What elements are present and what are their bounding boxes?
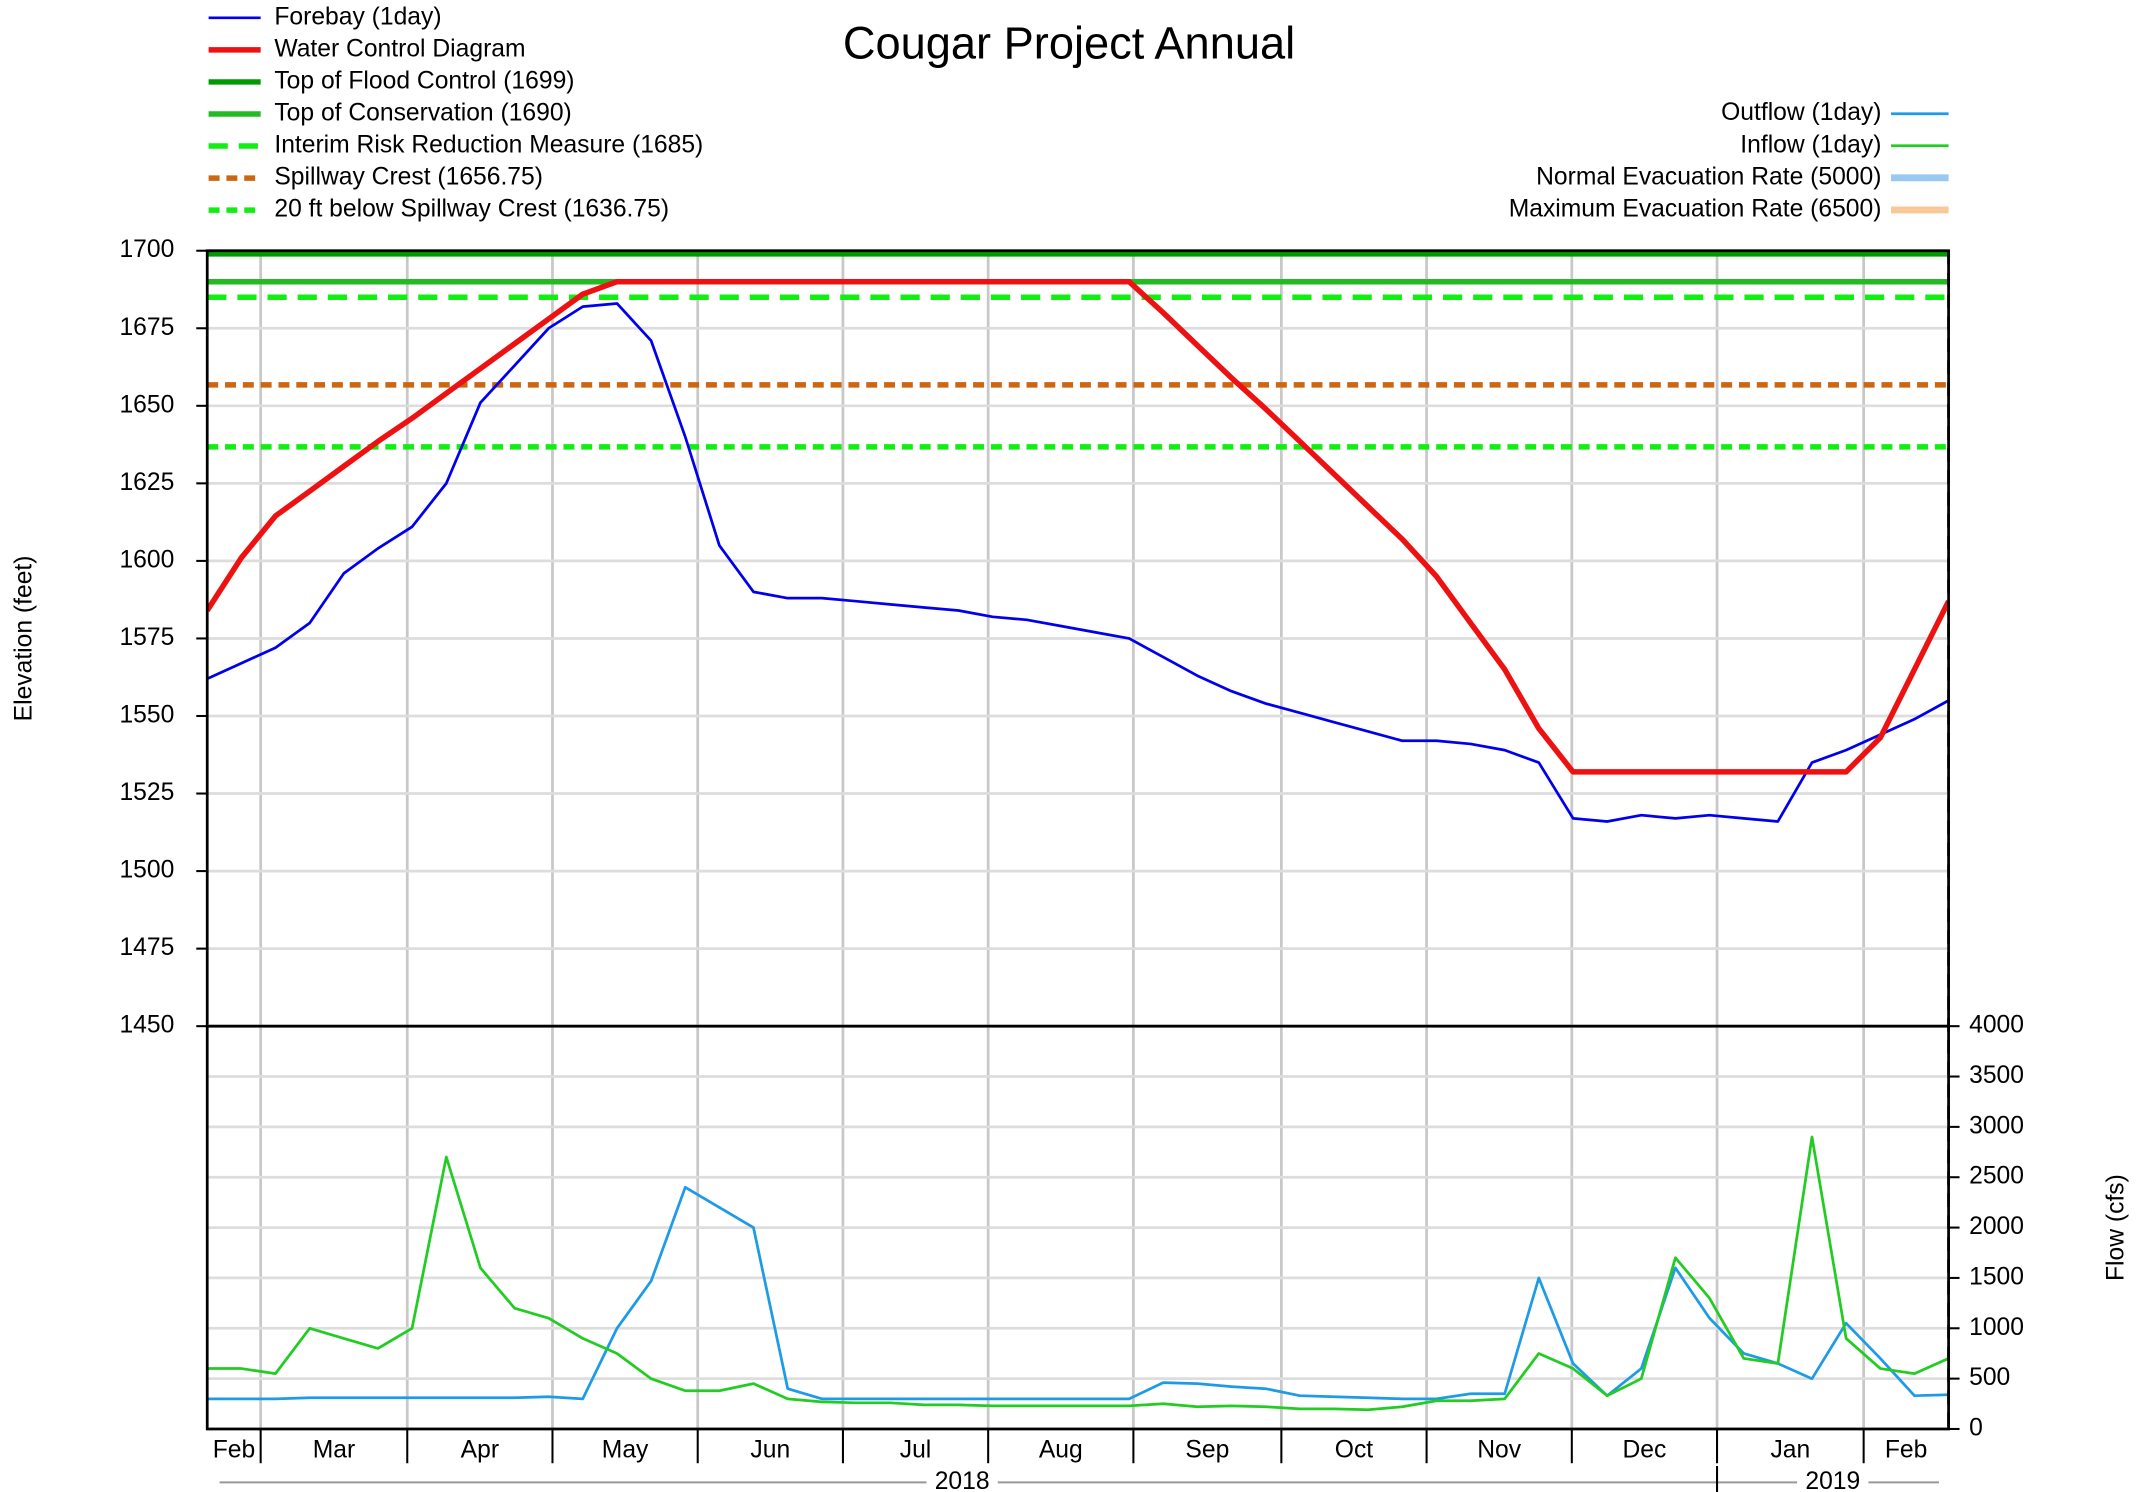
x-tick-label: Sep — [1185, 1436, 1229, 1463]
y-tick-label: 1625 — [119, 469, 174, 496]
y-tick-label: 1700 — [119, 236, 174, 263]
legend-label: Normal Evacuation Rate (5000) — [1536, 163, 1881, 190]
x-tick-label: Dec — [1622, 1436, 1666, 1463]
x-tick-label: Jun — [750, 1436, 790, 1463]
y2-tick-label: 0 — [1969, 1414, 1983, 1441]
y-axis-label: Elevation (feet) — [11, 556, 38, 722]
x-tick-label: Aug — [1039, 1436, 1083, 1463]
legend-label: Interim Risk Reduction Measure (1685) — [274, 132, 703, 159]
year-label-bg — [926, 1467, 998, 1492]
y2-axis-label: Flow (cfs) — [2103, 1174, 2130, 1281]
y-tick-label: 1450 — [119, 1012, 174, 1039]
legend-label: Forebay (1day) — [274, 3, 441, 30]
y-tick-label: 1525 — [119, 779, 174, 806]
y-tick-label: 1650 — [119, 391, 174, 418]
x-tick-label: Feb — [213, 1436, 256, 1463]
legend-label: Maximum Evacuation Rate (6500) — [1509, 195, 1882, 222]
y2-tick-label: 2500 — [1969, 1163, 2024, 1190]
y-tick-label: 1675 — [119, 314, 174, 341]
y-tick-label: 1500 — [119, 857, 174, 884]
x-tick-label: May — [602, 1436, 649, 1463]
x-tick-label: Mar — [313, 1436, 355, 1463]
legend-label: Top of Flood Control (1699) — [274, 67, 574, 94]
y2-tick-label: 1000 — [1969, 1314, 2024, 1341]
y-tick-label: 1475 — [119, 934, 174, 961]
plot-area — [207, 251, 1949, 823]
y2-tick-label: 2000 — [1969, 1213, 2024, 1240]
x-tick-label: Feb — [1885, 1436, 1928, 1463]
y2-tick-label: 3500 — [1969, 1062, 2024, 1089]
chart-title: Cougar Project Annual — [843, 18, 1295, 69]
legend-label: Inflow (1day) — [1740, 131, 1881, 158]
series-line — [207, 278, 1949, 775]
plot-area — [207, 1135, 1949, 1412]
y2-tick-label: 4000 — [1969, 1012, 2024, 1039]
series-line — [207, 302, 1949, 823]
legend-label: Outflow (1day) — [1721, 99, 1881, 126]
series-line — [207, 1135, 1949, 1412]
y2-tick-label: 3000 — [1969, 1112, 2024, 1139]
legend-label: 20 ft below Spillway Crest (1636.75) — [274, 196, 669, 223]
y2-tick-label: 1500 — [1969, 1263, 2024, 1290]
series-line — [207, 1185, 1949, 1401]
x-tick-label: Nov — [1477, 1436, 1522, 1463]
year-label: 2019 — [1805, 1468, 1860, 1492]
y2-tick-label: 500 — [1969, 1364, 2010, 1391]
y-tick-label: 1575 — [119, 624, 174, 651]
x-tick-label: Jan — [1770, 1436, 1810, 1463]
legend-label: Spillway Crest (1656.75) — [274, 164, 543, 191]
year-label: 2018 — [935, 1468, 990, 1492]
y-tick-label: 1550 — [119, 702, 174, 729]
y-tick-label: 1600 — [119, 546, 174, 573]
year-label-bg — [1797, 1467, 1869, 1492]
legend-label: Water Control Diagram — [274, 35, 525, 62]
x-tick-label: Oct — [1335, 1436, 1374, 1463]
x-tick-label: Jul — [900, 1436, 932, 1463]
legend-label: Top of Conservation (1690) — [274, 100, 571, 127]
x-tick-label: Apr — [461, 1436, 499, 1463]
